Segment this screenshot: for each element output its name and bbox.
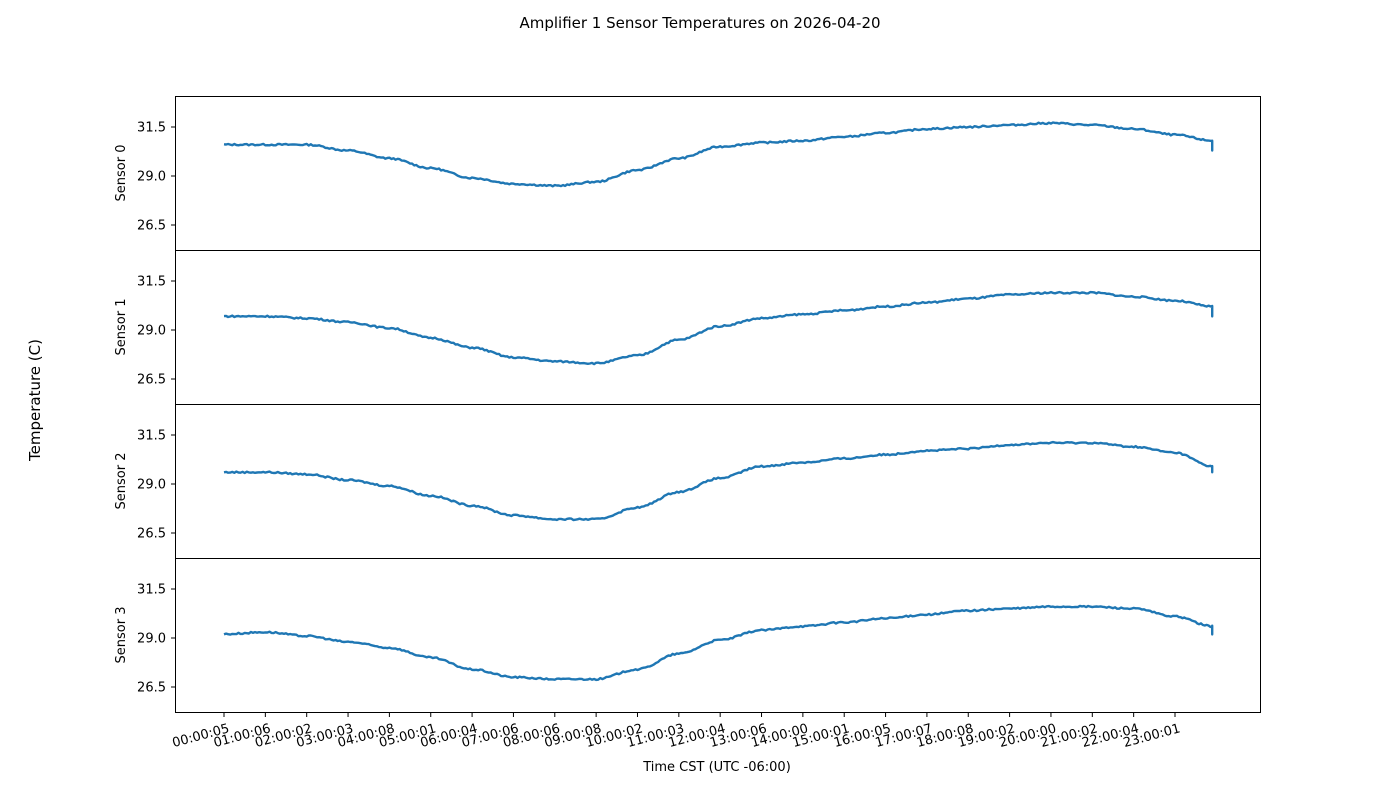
subplot-sensor-1: 26.5 29.0 31.5 Sensor 1	[114, 250, 1261, 405]
axes-frame	[175, 404, 1261, 559]
figure-title: Amplifier 1 Sensor Temperatures on 2026-…	[519, 14, 880, 32]
y-tick-label: 26.5	[137, 219, 166, 234]
y-tick-label: 31.5	[137, 583, 166, 598]
subplot-ylabel: Sensor 3	[114, 607, 129, 664]
axes-frame	[175, 96, 1261, 251]
x-axis-label: Time CST (UTC -06:00)	[642, 760, 791, 775]
y-axis-label: Temperature (C)	[26, 339, 44, 462]
subplot-ylabel: Sensor 2	[114, 453, 129, 510]
sensor-line	[223, 121, 1214, 188]
subplot-sensor-3: 26.5 29.0 31.5 Sensor 3	[114, 558, 1261, 713]
subplot-sensor-2: 26.5 29.0 31.5 Sensor 2	[114, 404, 1261, 559]
y-tick-label: 26.5	[137, 527, 166, 542]
y-tick-label: 29.0	[137, 170, 166, 185]
subplot-sensor-0: 26.5 29.0 31.5 Sensor 0	[114, 96, 1261, 251]
axes-frame	[175, 558, 1261, 713]
y-tick-label: 29.0	[137, 324, 166, 339]
sensor-line	[223, 290, 1214, 366]
sensor-line	[223, 604, 1214, 682]
sensor-line	[223, 440, 1214, 522]
subplots: 26.5 29.0 31.5 Sensor 0 26.5 29.0 31.5 Sensor 1…	[114, 96, 1261, 713]
y-tick-label: 29.0	[137, 632, 166, 647]
y-tick-label: 26.5	[137, 681, 166, 696]
subplot-ylabel: Sensor 0	[114, 145, 129, 202]
y-tick-label: 26.5	[137, 373, 166, 388]
y-tick-label: 31.5	[137, 121, 166, 136]
y-tick-label: 29.0	[137, 478, 166, 493]
subplot-ylabel: Sensor 1	[114, 299, 129, 356]
y-tick-label: 31.5	[137, 429, 166, 444]
y-tick-label: 31.5	[137, 275, 166, 290]
x-axis-ticks: 00:00:0501:00:0602:00:0203:00:0304:00:08…	[171, 712, 1182, 751]
